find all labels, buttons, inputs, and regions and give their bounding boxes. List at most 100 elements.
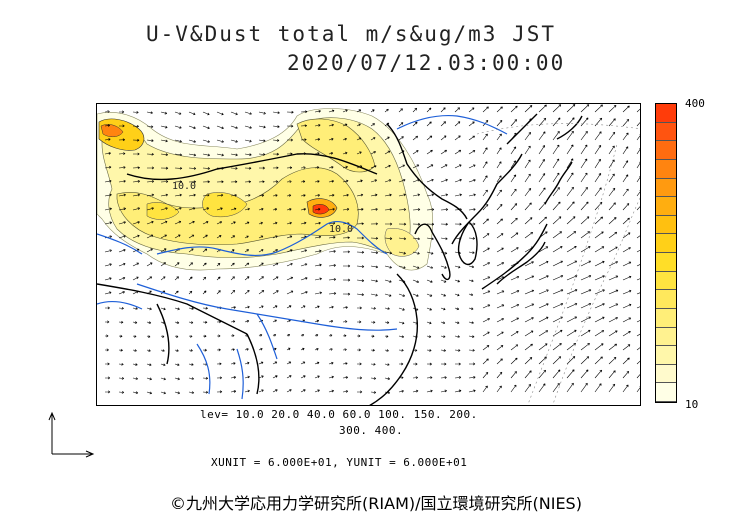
wind-arrow [272,194,278,197]
wind-arrow [118,152,126,156]
wind-arrow [286,221,292,225]
wind-arrow [496,175,502,183]
wind-arrow [566,289,578,295]
wind-arrow [412,121,418,127]
wind-arrow [468,362,476,366]
wind-arrow [146,262,153,267]
northeast-border [386,123,468,220]
wind-arrow [146,234,154,239]
wind-arrow [636,134,640,141]
units-label: XUNIT = 6.000E+01, YUNIT = 6.000E+01 [211,456,468,469]
wind-arrow [566,356,576,365]
wind-arrow [482,175,488,183]
wind-arrow [188,262,193,267]
wind-arrow [104,376,111,380]
wind-arrow [538,260,549,267]
wind-arrow [566,216,576,225]
wind-arrow [384,293,392,297]
wind-arrow [426,321,432,325]
wind-arrow [608,159,615,169]
wind-arrow [398,208,407,211]
wind-arrow [118,235,126,239]
wind-arrow [188,334,193,338]
wind-arrow [468,121,475,127]
wind-arrow [244,262,250,267]
wind-arrow [258,153,266,156]
wind-arrow [398,293,406,297]
wind-arrow [356,109,362,113]
wind-arrow [440,135,447,141]
wind-arrow [426,135,433,141]
wind-arrow [538,330,549,337]
wind-arrow [636,306,640,309]
wind-arrow [160,166,169,170]
wind-arrow [482,147,488,155]
wind-arrow [300,249,308,253]
wind-arrow [496,358,503,365]
wind-arrow [594,201,603,211]
wind-arrow [566,144,574,155]
wind-arrow [482,304,491,309]
wind-arrow [384,307,390,310]
wind-arrow [538,275,549,281]
wind-arrow [244,305,250,309]
wind-arrow [286,262,293,267]
wind-arrow [510,119,517,127]
wind-arrow [468,335,475,338]
wind-arrow [440,293,446,297]
wind-arrow [118,376,125,380]
wind-arrow [594,369,603,379]
colorbar-segment [656,215,676,235]
wind-arrow [594,303,605,309]
wind-arrow [146,248,153,253]
wind-arrow [566,186,574,197]
wind-arrow [398,122,404,127]
dust-region-l3b [146,202,180,220]
wind-arrow [272,305,278,309]
wind-arrow [538,316,549,323]
wind-arrow [482,318,490,323]
river-layer [97,114,508,400]
wind-arrow [342,179,349,183]
wind-arrow [510,203,518,211]
axis-indicator [48,411,95,458]
wind-arrow [356,320,362,324]
wind-arrow [496,345,504,351]
wind-arrow [552,104,562,113]
wind-arrow [343,264,351,268]
colorbar-segment [656,178,676,198]
wind-arrow [258,262,264,267]
wind-arrow [188,207,196,211]
wind-arrow [482,276,491,281]
wind-arrow [552,343,562,351]
wind-arrow [580,172,588,183]
colorbar-segment [656,346,676,365]
wind-arrow [300,291,308,295]
wind-arrow [398,321,405,325]
wind-arrow [440,222,448,226]
wind-arrow [216,153,224,157]
wind-arrow [524,357,533,365]
wind-arrow [314,249,322,253]
wind-arrow [426,389,433,393]
mongolia-border [126,153,378,181]
wind-arrow [412,362,418,366]
wind-arrow [384,251,393,255]
wind-arrow [524,261,534,267]
wind-arrow [468,208,476,211]
wind-arrow [496,290,505,295]
wind-arrow [188,290,193,295]
wind-arrow [286,276,294,281]
wind-arrow [440,265,447,269]
wind-arrow [370,306,376,310]
wind-arrow [146,391,153,395]
colorbar-segment [656,159,676,179]
wind-arrow [132,124,139,128]
wind-arrow [385,222,393,226]
wind-arrow [468,279,474,283]
korea-peninsula [457,221,478,266]
china-east-coast [369,273,419,405]
wind-arrow [510,188,517,197]
wind-arrow [524,159,531,169]
wind-arrow [580,303,592,309]
